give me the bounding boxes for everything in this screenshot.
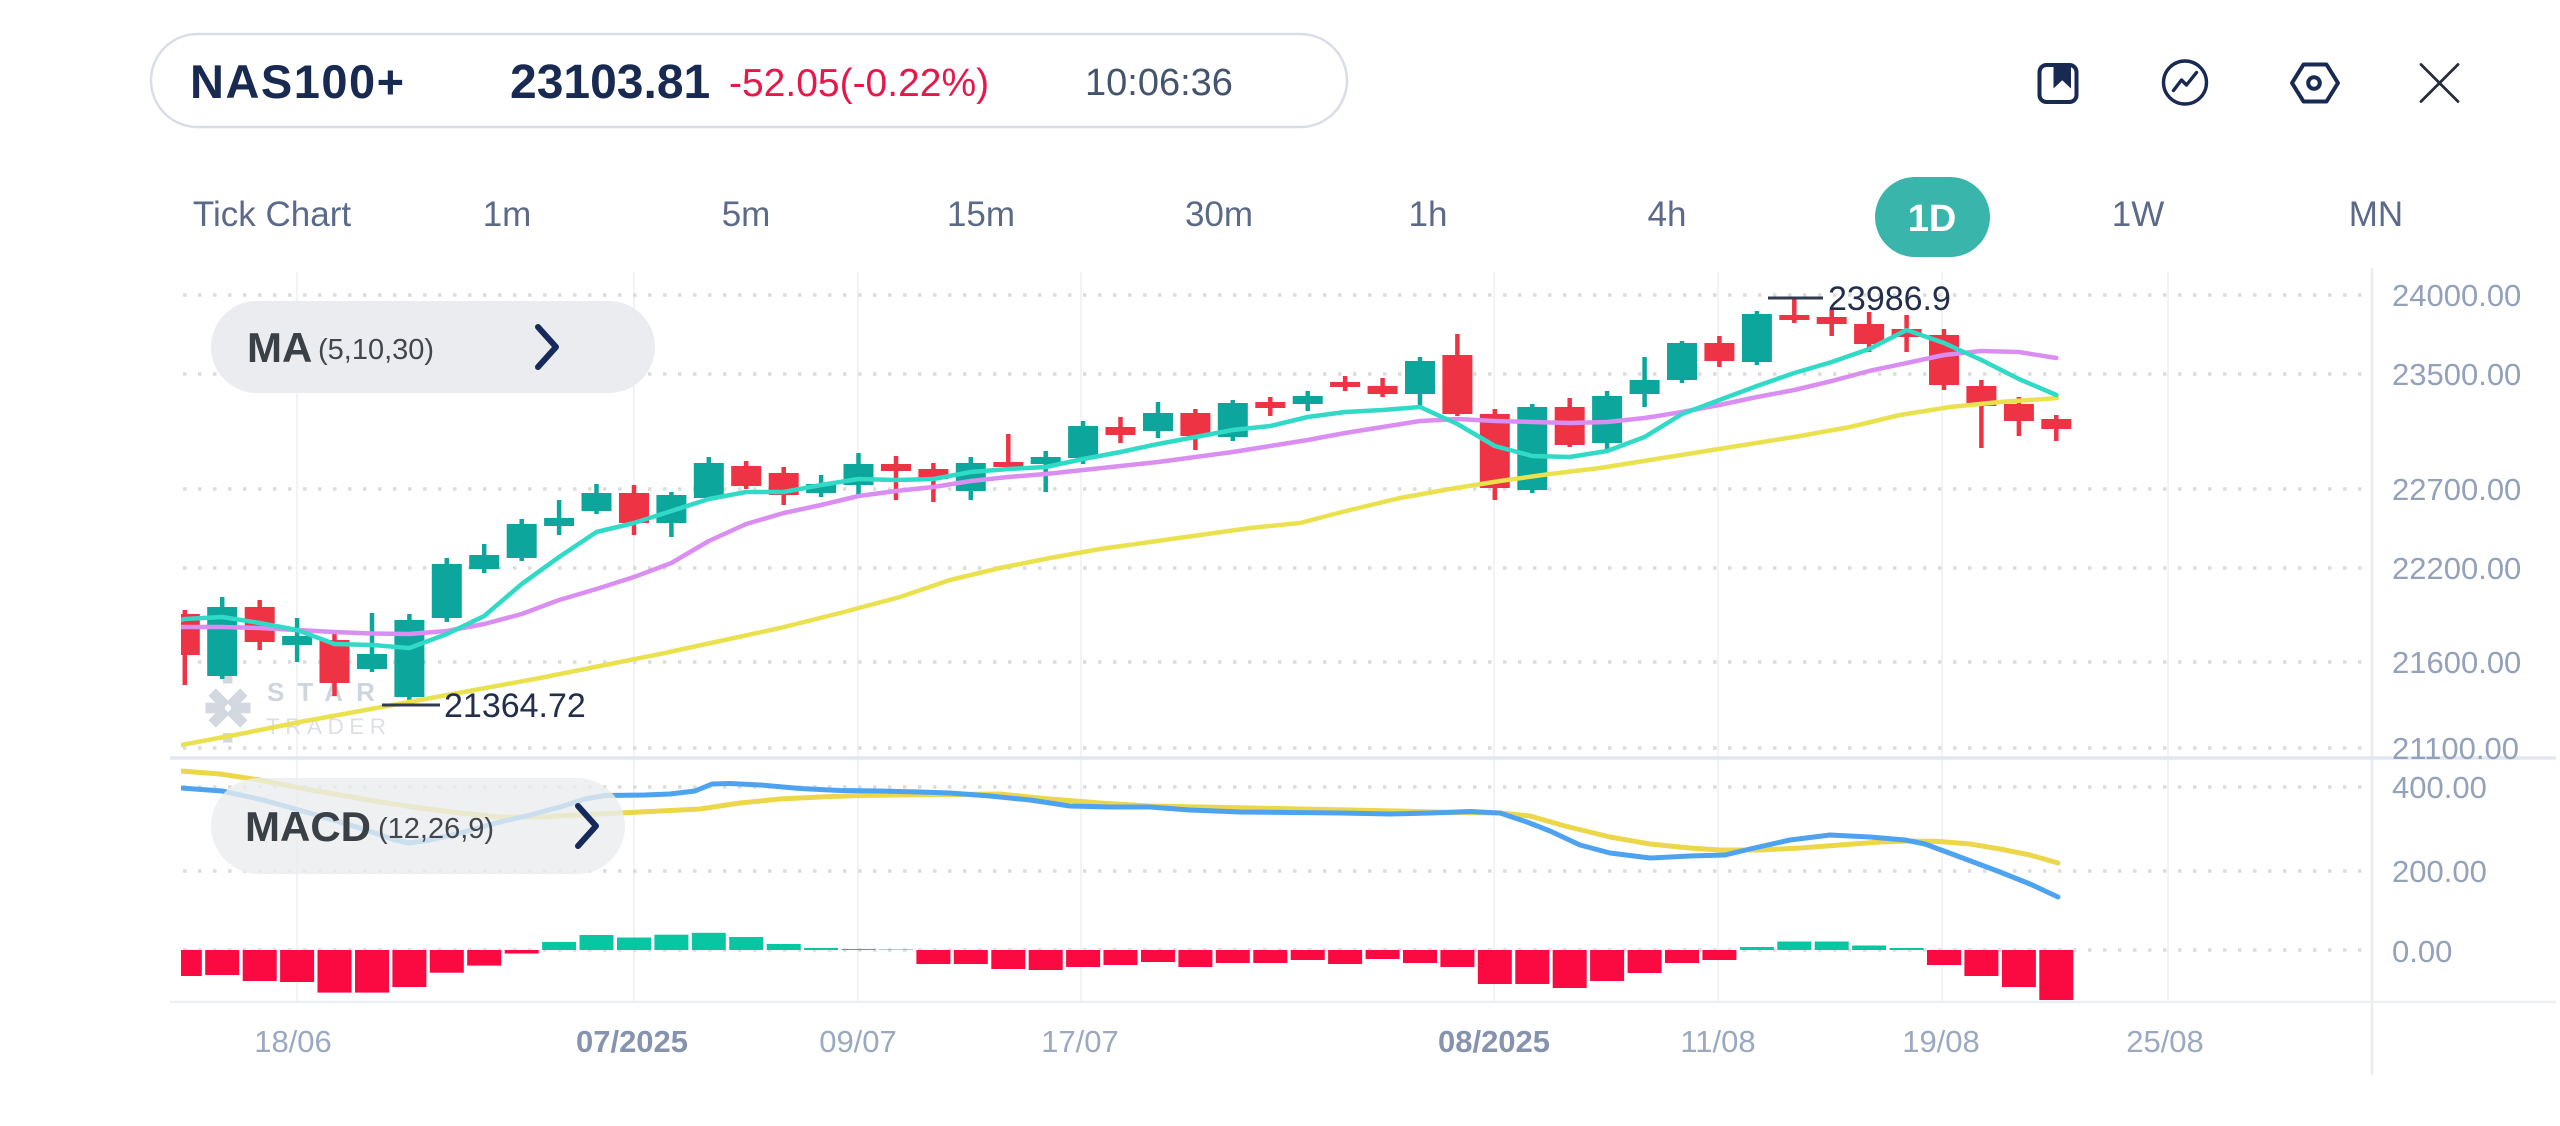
svg-text:21100.00: 21100.00 — [2392, 731, 2519, 766]
svg-text:07/2025: 07/2025 — [576, 1024, 688, 1059]
svg-text:MN: MN — [2349, 195, 2403, 234]
svg-text:-52.05(-0.22%): -52.05(-0.22%) — [729, 62, 989, 105]
svg-text:23986.9: 23986.9 — [1828, 280, 1951, 318]
svg-text:400.00: 400.00 — [2392, 770, 2487, 805]
svg-text:0.00: 0.00 — [2392, 934, 2452, 969]
svg-text:Tick Chart: Tick Chart — [193, 195, 351, 234]
svg-text:5m: 5m — [722, 195, 771, 234]
svg-text:1D: 1D — [1908, 198, 1957, 240]
svg-text:1h: 1h — [1409, 195, 1448, 234]
svg-text:09/07: 09/07 — [819, 1024, 897, 1059]
svg-text:(5,10,30): (5,10,30) — [318, 334, 434, 366]
svg-text:30m: 30m — [1185, 195, 1253, 234]
svg-text:(12,26,9): (12,26,9) — [378, 813, 494, 845]
svg-text:1m: 1m — [483, 195, 532, 234]
svg-text:200.00: 200.00 — [2392, 854, 2487, 889]
svg-text:25/08: 25/08 — [2126, 1024, 2204, 1059]
svg-text:22200.00: 22200.00 — [2392, 551, 2521, 586]
svg-text:4h: 4h — [1648, 195, 1687, 234]
svg-text:11/08: 11/08 — [1680, 1024, 1755, 1059]
svg-text:23103.81: 23103.81 — [510, 56, 710, 109]
svg-text:08/2025: 08/2025 — [1438, 1024, 1550, 1059]
svg-text:19/08: 19/08 — [1902, 1024, 1980, 1059]
svg-text:18/06: 18/06 — [254, 1024, 332, 1059]
svg-text:10:06:36: 10:06:36 — [1085, 62, 1233, 104]
svg-text:22700.00: 22700.00 — [2392, 472, 2521, 507]
svg-text:1W: 1W — [2112, 195, 2165, 234]
svg-text:24000.00: 24000.00 — [2392, 278, 2521, 313]
svg-text:15m: 15m — [947, 195, 1015, 234]
svg-text:21364.72: 21364.72 — [444, 687, 586, 725]
svg-text:MACD: MACD — [245, 803, 371, 850]
svg-text:17/07: 17/07 — [1041, 1024, 1119, 1059]
svg-text:21600.00: 21600.00 — [2392, 645, 2521, 680]
svg-text:NAS100+: NAS100+ — [190, 55, 406, 108]
svg-text:MA: MA — [247, 324, 312, 371]
svg-text:23500.00: 23500.00 — [2392, 357, 2521, 392]
